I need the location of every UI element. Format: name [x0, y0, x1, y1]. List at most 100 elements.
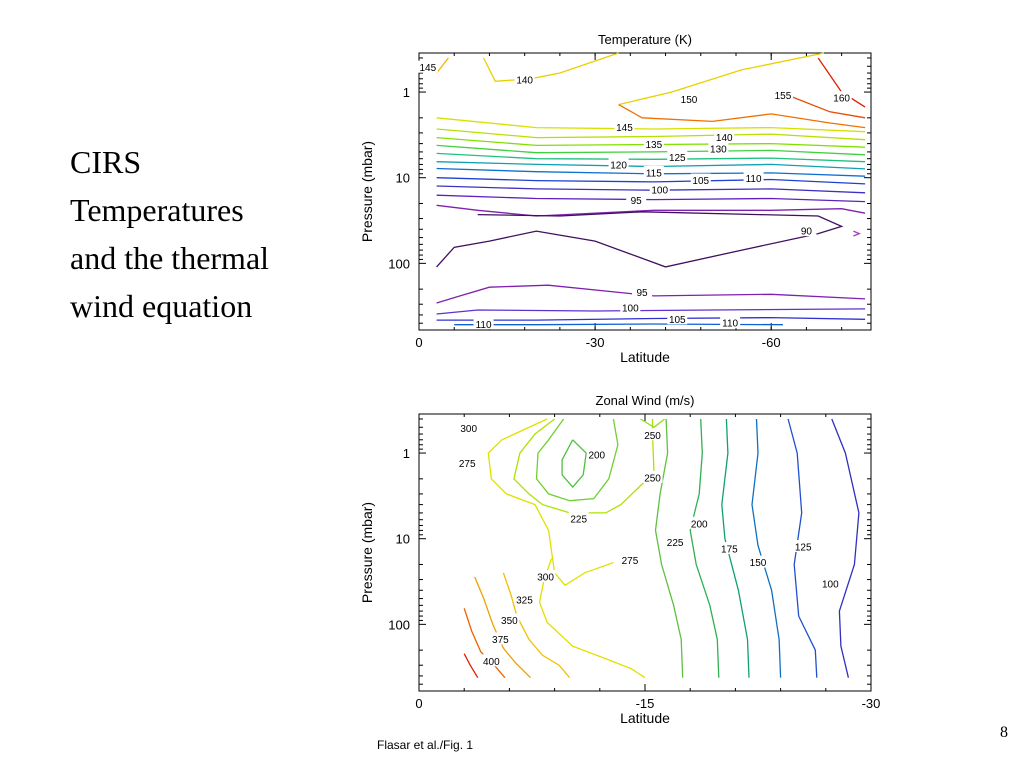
contour-line-300 — [487, 418, 614, 587]
contour-label: 225 — [667, 538, 684, 549]
chart-title: Temperature (K) — [598, 32, 692, 47]
contour-label: 200 — [588, 450, 605, 461]
contour-label: 110 — [746, 174, 762, 185]
contour-label-bg — [643, 165, 664, 178]
contour-line-140 — [618, 52, 825, 106]
contour-label-bg — [473, 317, 494, 330]
contour-label-bg — [714, 130, 735, 143]
y-tick-label: 1 — [403, 446, 410, 461]
plot-frame — [418, 52, 872, 331]
contour-label-bg — [796, 224, 817, 237]
y-tick-label: 10 — [396, 171, 410, 186]
contour-label: 90 — [801, 227, 813, 238]
contour-label: 150 — [681, 95, 698, 106]
contour-label-bg — [490, 632, 511, 645]
contour-label-bg — [743, 171, 764, 184]
contour-label: 105 — [692, 176, 709, 187]
contour-label: 150 — [750, 558, 767, 569]
y-axis-label: Pressure (mbar) — [359, 502, 375, 603]
contour-label-bg — [772, 88, 793, 101]
contour-label: 325 — [516, 596, 533, 607]
contour-label-bg — [748, 555, 768, 568]
contour-label-bg — [632, 285, 653, 298]
contour-label: 110 — [722, 319, 738, 330]
contour-label-bg — [614, 120, 635, 133]
contour-line-125 — [787, 418, 818, 678]
contour-line-90 — [436, 211, 844, 268]
contour-label-bg — [708, 141, 729, 154]
contour-label: 175 — [721, 545, 738, 556]
contour-label: 300 — [460, 424, 477, 435]
contour-label: 400 — [483, 657, 500, 668]
contour-line-225 — [654, 418, 684, 678]
contour-label-bg — [457, 456, 478, 469]
contour-label-bg — [667, 150, 688, 163]
contour-label: 250 — [644, 473, 661, 484]
contour-line-225 — [535, 418, 619, 502]
contour-label-bg — [665, 535, 686, 548]
contour-line-105 — [436, 316, 866, 321]
contour-label: 145 — [419, 63, 436, 74]
y-tick-label: 100 — [388, 256, 410, 271]
contour-label-bg — [514, 593, 535, 606]
contour-label-bg — [649, 183, 670, 196]
contour-line-110 — [454, 323, 783, 326]
contour-label: 100 — [822, 580, 839, 591]
contour-label-bg — [690, 173, 711, 186]
contour-label-bg — [458, 421, 479, 434]
contour-line-140 — [483, 52, 619, 82]
contour-label: 100 — [622, 303, 639, 314]
contour-line-110 — [436, 177, 866, 185]
contour-label: 95 — [637, 288, 649, 299]
contour-line-150 — [751, 418, 782, 678]
contour-line-140 — [436, 128, 866, 141]
contour-label: 200 — [691, 519, 708, 530]
contour-label-bg — [608, 157, 629, 170]
contour-line-250 — [640, 418, 666, 429]
contour-label: 140 — [716, 133, 733, 144]
contour-label-bg — [793, 540, 814, 553]
contour-label: 125 — [669, 153, 686, 164]
slide-title: CIRS Temperatures and the thermal wind e… — [70, 138, 340, 330]
contour-line-325 — [502, 572, 571, 679]
contour-plot-1: Zonal Wind (m/s) 0 -15 -30 1 10 100 Latitude Pre… — [359, 393, 880, 726]
contour-label: 140 — [516, 75, 533, 86]
contour-line-200 — [561, 439, 587, 489]
contour-label: 350 — [501, 616, 518, 627]
x-tick-label: 0 — [415, 335, 422, 350]
y-tick-label: 100 — [388, 617, 410, 632]
contour-label-bg — [481, 654, 502, 667]
slide-title-line: and the thermal — [70, 240, 270, 276]
contour-label: 275 — [459, 459, 476, 470]
contour-label: 105 — [669, 315, 686, 326]
contour-label: 120 — [610, 160, 627, 171]
slide-title-line: Temperatures — [70, 192, 244, 228]
contour-line-200 — [689, 418, 720, 678]
contour-label: 95 — [631, 196, 643, 207]
y-axis-label: Pressure (mbar) — [359, 141, 375, 242]
contour-label: 115 — [646, 168, 662, 179]
y-tick-label: 1 — [403, 85, 410, 100]
contour-label: 275 — [622, 556, 639, 567]
contour-label-bg — [831, 91, 852, 104]
contour-label: 125 — [795, 543, 812, 554]
chart-title: Zonal Wind (m/s) — [596, 393, 695, 408]
contour-label-bg — [626, 193, 647, 206]
contour-line-95 — [436, 284, 866, 304]
contour-line-100 — [436, 308, 866, 315]
contour-label-bg — [586, 447, 607, 460]
contour-line-130 — [436, 144, 866, 156]
contour-label: 145 — [616, 123, 633, 134]
contour-line-300 — [538, 558, 646, 679]
contour-line-90 — [853, 230, 861, 237]
contour-label-bg — [619, 553, 640, 566]
contour-label-bg — [820, 577, 841, 590]
contour-line-145 — [436, 57, 449, 74]
contour-label-bg — [642, 428, 663, 441]
x-tick-label: -30 — [586, 335, 605, 350]
contour-label: 250 — [644, 431, 661, 442]
x-axis-label: Latitude — [620, 349, 670, 365]
contour-line-175 — [721, 418, 750, 678]
figure-credit: Flasar et al./Fig. 1 — [377, 738, 474, 752]
x-tick-label: -15 — [636, 696, 655, 711]
